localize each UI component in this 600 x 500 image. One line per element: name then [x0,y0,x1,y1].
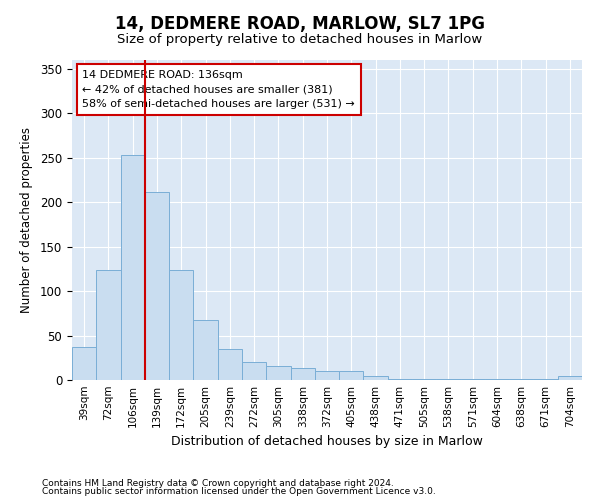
Text: 14, DEDMERE ROAD, MARLOW, SL7 1PG: 14, DEDMERE ROAD, MARLOW, SL7 1PG [115,15,485,33]
Text: Contains HM Land Registry data © Crown copyright and database right 2024.: Contains HM Land Registry data © Crown c… [42,478,394,488]
Bar [412,379,436,380]
Bar [266,366,290,380]
Bar [436,379,461,380]
Text: Size of property relative to detached houses in Marlow: Size of property relative to detached ho… [118,32,482,46]
Bar [485,379,509,380]
Bar [218,349,242,380]
Bar [121,155,145,380]
Bar [388,379,412,380]
X-axis label: Distribution of detached houses by size in Marlow: Distribution of detached houses by size … [171,436,483,448]
Bar [339,371,364,380]
Bar [169,270,193,380]
Bar [72,347,96,380]
Bar [461,379,485,380]
Bar [364,376,388,380]
Text: 14 DEDMERE ROAD: 136sqm
← 42% of detached houses are smaller (381)
58% of semi-d: 14 DEDMERE ROAD: 136sqm ← 42% of detache… [82,70,355,109]
Bar [290,368,315,380]
Bar [96,270,121,380]
Bar [242,362,266,380]
Bar [558,376,582,380]
Bar [145,192,169,380]
Y-axis label: Number of detached properties: Number of detached properties [20,127,33,313]
Bar [193,320,218,380]
Bar [533,379,558,380]
Bar [315,371,339,380]
Bar [509,379,533,380]
Text: Contains public sector information licensed under the Open Government Licence v3: Contains public sector information licen… [42,487,436,496]
